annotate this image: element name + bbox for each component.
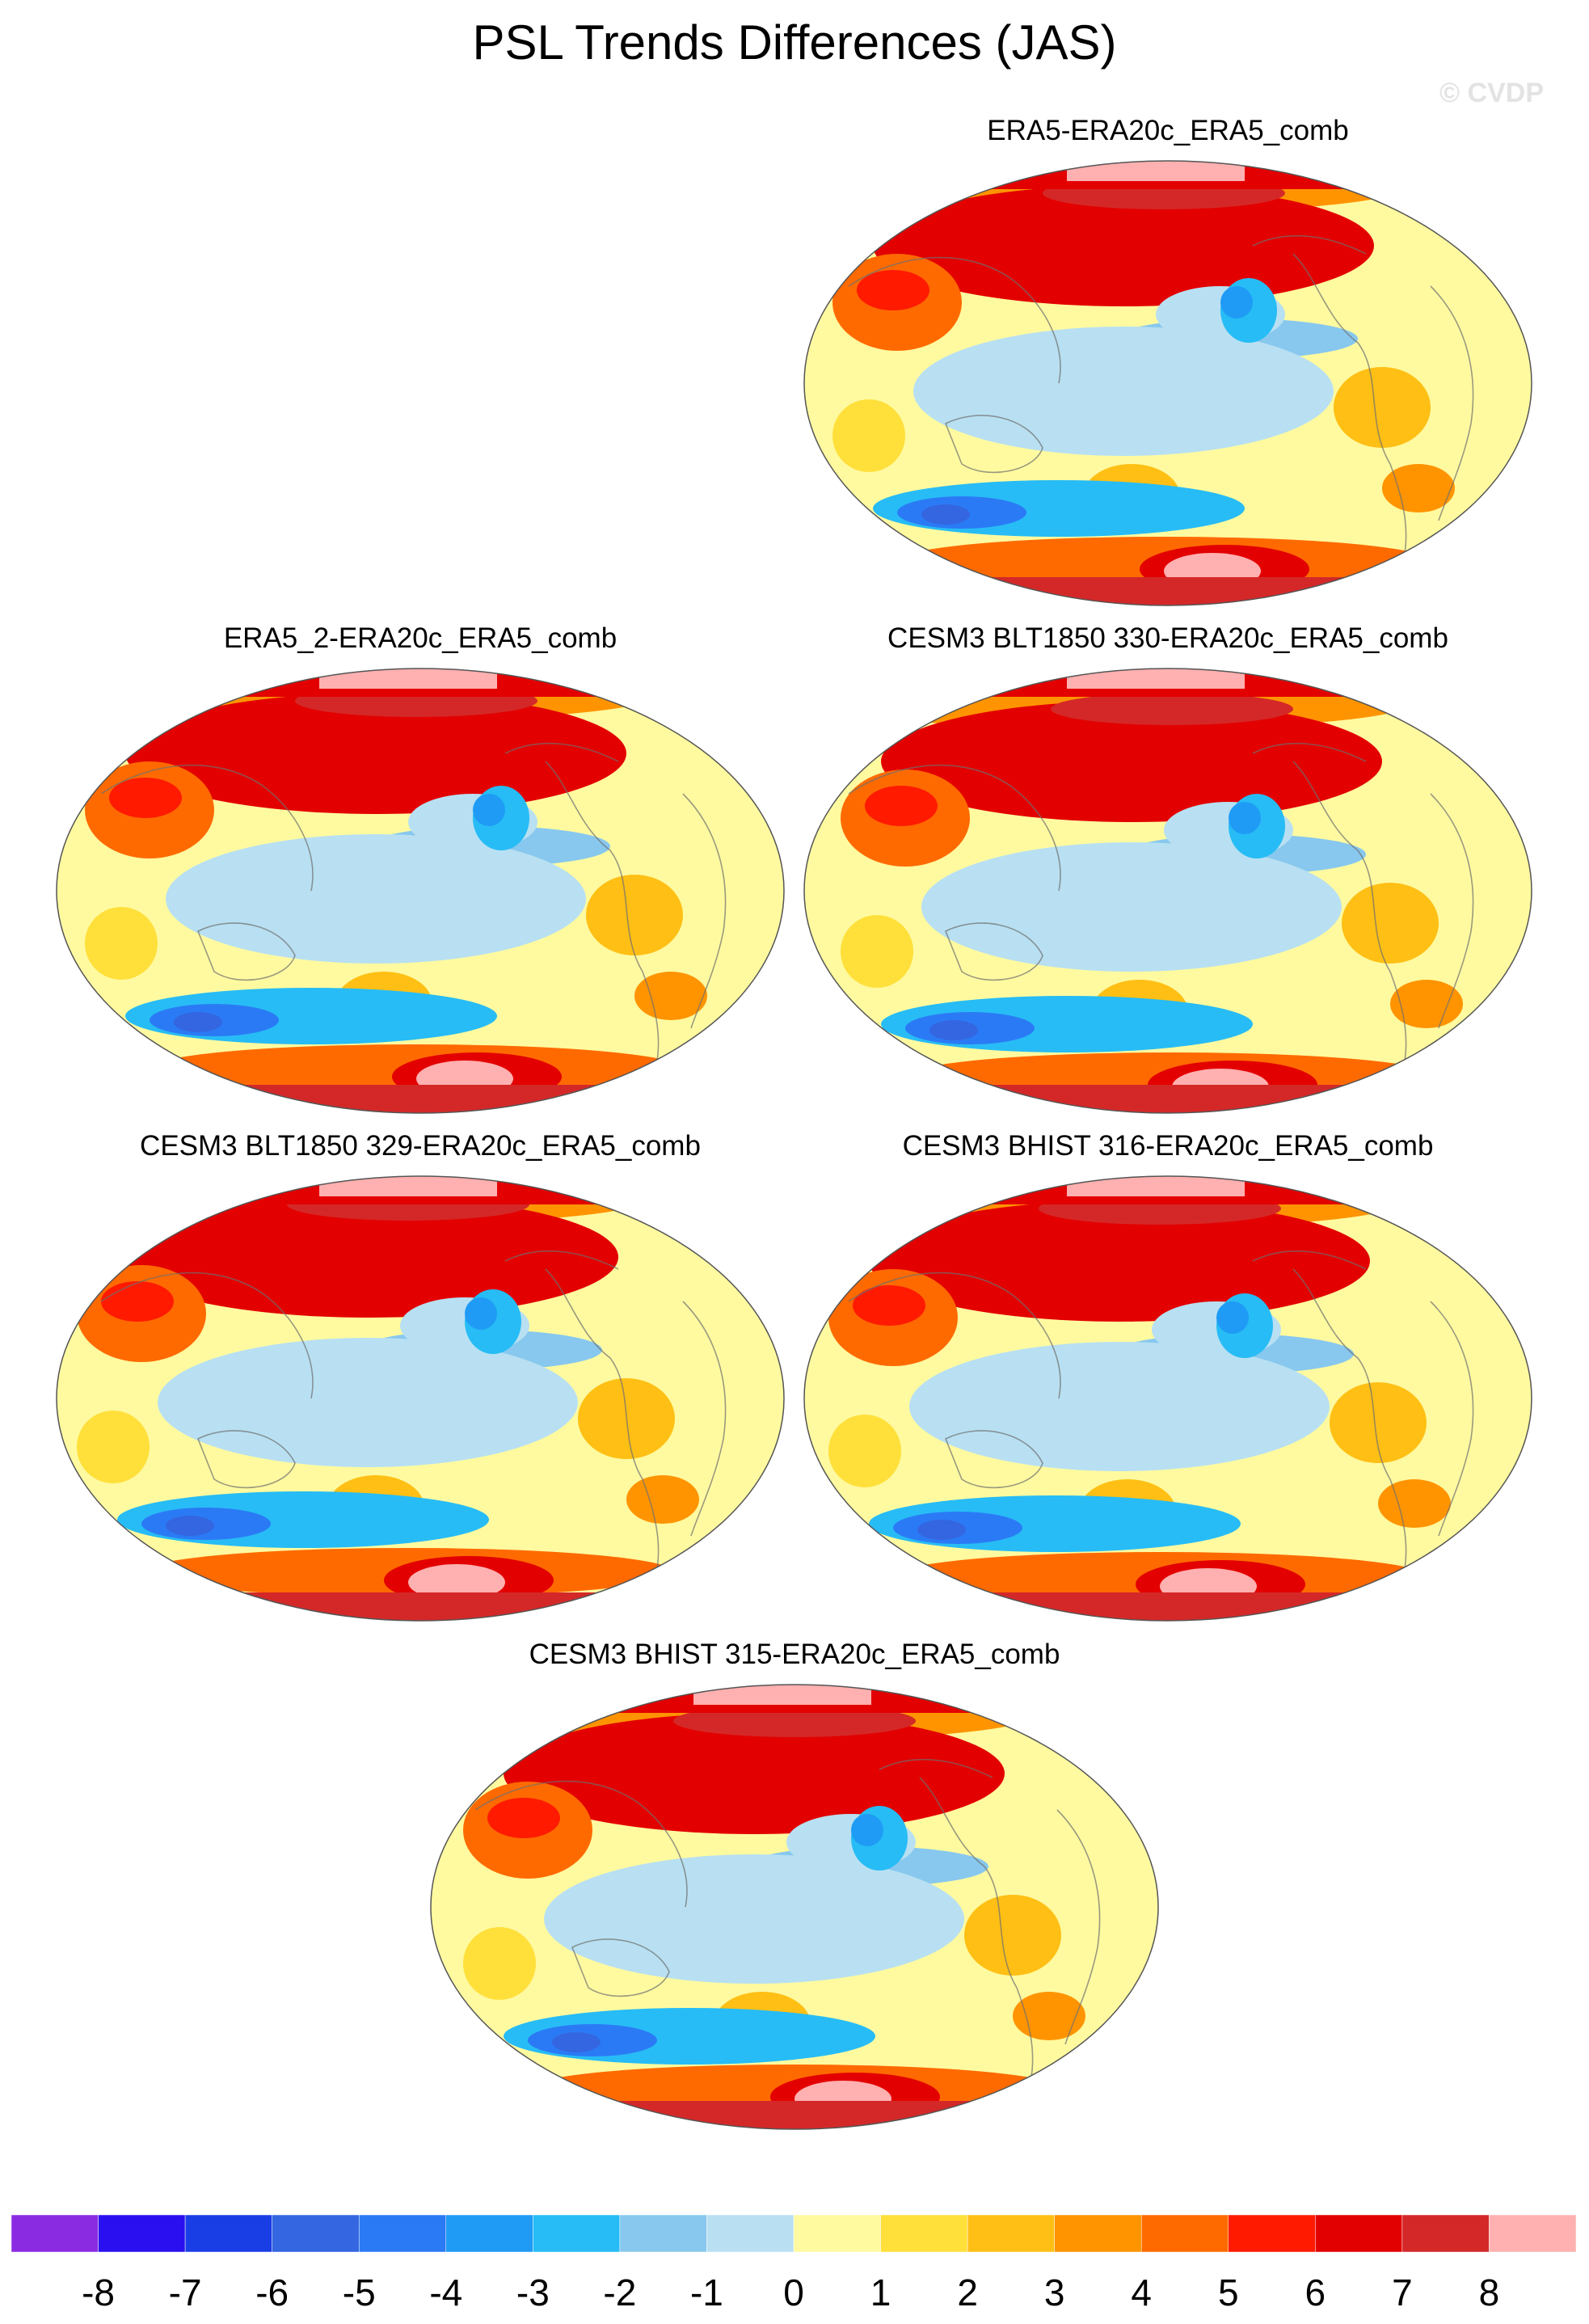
colorbar-box — [272, 2215, 360, 2253]
colorbar-box — [533, 2215, 621, 2253]
map-panel-1: ERA5-ERA20c_ERA5_comb — [800, 115, 1536, 616]
colorbar-label: 0 — [783, 2271, 804, 2313]
map-panel-5: CESM3 BHIST 316-ERA20c_ERA5_comb — [800, 1130, 1536, 1631]
colorbar-label: -1 — [690, 2271, 723, 2313]
map-4 — [56, 1175, 785, 1622]
map-5 — [803, 1175, 1532, 1622]
map-panel-4: CESM3 BLT1850 329-ERA20c_ERA5_comb — [53, 1130, 788, 1631]
colorbar-box — [1489, 2215, 1576, 2253]
colorbar-box — [184, 2215, 272, 2253]
colorbar-label: -7 — [169, 2271, 202, 2313]
colorbar-label: 8 — [1479, 2271, 1500, 2313]
colorbar-box — [619, 2215, 707, 2253]
colorbar-label: -2 — [603, 2271, 636, 2313]
colorbar-box — [358, 2215, 447, 2253]
panel-title-1: ERA5-ERA20c_ERA5_comb — [987, 115, 1349, 146]
colorbar-label: 4 — [1131, 2271, 1152, 2313]
colorbar: -8 -7 -6 -5 -4 -3 -2 -1 0 1 2 3 4 5 6 7 8 — [11, 2215, 1576, 2313]
colorbar-box — [793, 2215, 881, 2253]
colorbar-label: 3 — [1044, 2271, 1065, 2313]
panel-title-4: CESM3 BLT1850 329-ERA20c_ERA5_comb — [140, 1130, 701, 1162]
panel-title-6: CESM3 BHIST 315-ERA20c_ERA5_comb — [529, 1639, 1060, 1670]
colorbar-label: 5 — [1218, 2271, 1239, 2313]
colorbar-box — [1228, 2215, 1316, 2253]
colorbar-label: -5 — [343, 2271, 376, 2313]
panel-title-3: CESM3 BLT1850 330-ERA20c_ERA5_comb — [887, 622, 1448, 654]
colorbar-label: -3 — [516, 2271, 550, 2313]
cvdp-watermark: © CVDP — [1439, 78, 1544, 108]
colorbar-box — [1315, 2215, 1403, 2253]
colorbar-label: -8 — [82, 2271, 115, 2313]
colorbar-label: -6 — [255, 2271, 289, 2313]
map-panel-3: CESM3 BLT1850 330-ERA20c_ERA5_comb — [800, 622, 1536, 1124]
colorbar-box — [880, 2215, 968, 2253]
panel-title-5: CESM3 BHIST 316-ERA20c_ERA5_comb — [902, 1130, 1434, 1162]
panel-title-2: ERA5_2-ERA20c_ERA5_comb — [223, 622, 617, 654]
colorbar-label: 6 — [1305, 2271, 1326, 2313]
map-panel-2: ERA5_2-ERA20c_ERA5_comb — [53, 622, 788, 1124]
colorbar-label: 2 — [957, 2271, 978, 2313]
map-6 — [430, 1684, 1159, 2130]
colorbar-box — [1401, 2215, 1490, 2253]
colorbar-label: 1 — [870, 2271, 891, 2313]
colorbar-box — [98, 2215, 186, 2253]
colorbar-box — [445, 2215, 533, 2253]
colorbar-box — [1054, 2215, 1142, 2253]
map-3 — [803, 668, 1532, 1114]
map-panel-6: CESM3 BHIST 315-ERA20c_ERA5_comb — [427, 1639, 1162, 2140]
colorbar-label: -4 — [429, 2271, 462, 2313]
colorbar-box — [706, 2215, 794, 2253]
colorbar-label: 7 — [1392, 2271, 1413, 2313]
map-2 — [56, 668, 785, 1114]
colorbar-box — [967, 2215, 1055, 2253]
figure-title: PSL Trends Differences (JAS) — [472, 15, 1117, 70]
colorbar-box — [11, 2215, 99, 2253]
map-1 — [803, 160, 1532, 606]
colorbar-box — [1140, 2215, 1229, 2253]
